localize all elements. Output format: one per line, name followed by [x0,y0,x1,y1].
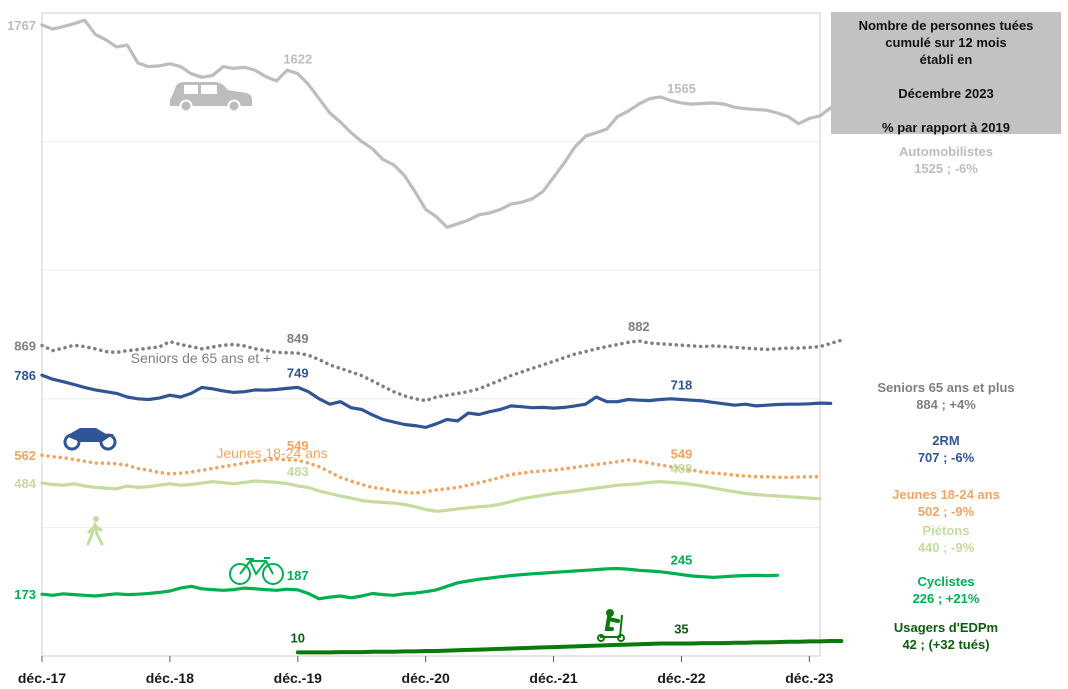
series-line-pietons [40,479,822,513]
legend-name: Automobilistes [899,144,993,159]
legend-summary: 502 ; -9% [917,504,975,519]
bike-wheel [229,563,251,585]
data-label-auto: 1565 [667,81,696,96]
legend-pietons: Piétons 440 ; -9% [831,522,1061,556]
info-line-5: % par rapport à 2019 [882,120,1010,135]
info-line-1: Nombre de personnes tuées [858,18,1034,33]
info-line-2: cumulé sur 12 mois [885,35,1007,50]
data-label-seniors: 869 [14,339,36,354]
legend-seniors: Seniors 65 ans et plus 884 ; +4% [831,379,1061,413]
data-label-cyclistes: 187 [287,568,309,583]
scooter-head [606,609,614,617]
car-wheel [227,99,241,113]
legend-2rm: 2RM 707 ; -6% [831,432,1061,466]
legend-summary: 1525 ; -6% [914,161,978,176]
legend-name: Usagers d'EDPm [893,620,999,635]
info-line-3: établi en [919,52,973,67]
data-label-jeunes: 549 [671,446,693,461]
car-icon [170,82,252,113]
bike-wheel [262,563,284,585]
data-label-edpm: 35 [674,621,688,636]
data-label-2rm: 718 [671,378,693,393]
data-label-pietons: 488 [671,461,693,476]
legend-summary: 440 ; -9% [917,540,975,555]
x-tick-label: déc.-23 [785,670,833,686]
data-label-cyclistes: 173 [14,587,36,602]
legend-edpm: Usagers d'EDPm 42 ; (+32 tués) [831,619,1061,653]
x-tick-label: déc.-21 [529,670,577,686]
data-label-auto: 1622 [283,52,312,67]
series-label-jeunes: Jeunes 18-24 ans [216,445,327,461]
series-line-edpm [295,639,844,655]
legend-jeunes: Jeunes 18-24 ans 502 ; -9% [831,486,1061,520]
legend-name: Jeunes 18-24 ans [892,487,1000,502]
scooter-frame [600,614,623,638]
data-label-jeunes: 562 [14,448,36,463]
car-window [184,85,198,94]
scooter-icon [597,609,625,642]
legend-name: Seniors 65 ans et plus [877,380,1015,395]
scooter-wheel [617,634,625,642]
moto-body [66,428,114,442]
legend-automobilistes: Automobilistes 1525 ; -6% [831,143,1061,177]
x-tick-label: déc.-22 [657,670,705,686]
data-label-edpm: 10 [291,630,305,645]
x-tick-label: déc.-20 [402,670,450,686]
data-label-cyclistes: 245 [671,553,693,568]
data-label-2rm: 786 [14,368,36,383]
series-line-2rm [40,373,833,429]
bike-frame [239,557,274,576]
car-wheel [179,99,193,113]
x-tick-label: déc.-17 [18,670,66,686]
series-line-seniors [40,338,844,403]
data-label-jeunes: 549 [287,438,309,453]
scooter-wheel [597,634,605,642]
data-label-seniors: 849 [287,331,309,346]
pedestrian-icon [86,516,104,546]
ped-body [86,522,104,546]
legend-summary: 707 ; -6% [917,450,975,465]
legend-name: Cyclistes [917,574,975,589]
legend-cyclistes: Cyclistes 226 ; +21% [831,573,1061,607]
plot-frame [41,12,821,657]
data-label-pietons: 484 [14,476,36,491]
x-tick-label: déc.-19 [274,670,322,686]
ped-head [93,516,99,522]
data-label-auto: 1767 [7,18,36,33]
car-window [201,85,217,94]
series-line-cyclistes [40,566,780,601]
info-box: Nombre de personnes tuées cumulé sur 12 … [831,12,1061,135]
info-line-4: Décembre 2023 [898,86,994,101]
x-tick-label: déc.-18 [146,670,194,686]
data-label-seniors: 882 [628,319,650,334]
legend-summary: 42 ; (+32 tués) [902,637,990,652]
data-label-pietons: 483 [287,464,309,479]
series-line-jeunes [40,453,822,495]
data-label-2rm: 749 [287,365,309,380]
legend-name: Piétons [922,523,970,538]
legend-summary: 884 ; +4% [916,397,976,412]
legend-name: 2RM [932,433,960,448]
series-label-seniors: Seniors de 65 ans et + [131,350,272,366]
bicycle-icon [229,557,284,585]
motorcycle-icon [63,428,117,451]
scooter-body [604,615,620,631]
series-line-auto [40,18,843,229]
legend-summary: 226 ; +21% [912,591,980,606]
